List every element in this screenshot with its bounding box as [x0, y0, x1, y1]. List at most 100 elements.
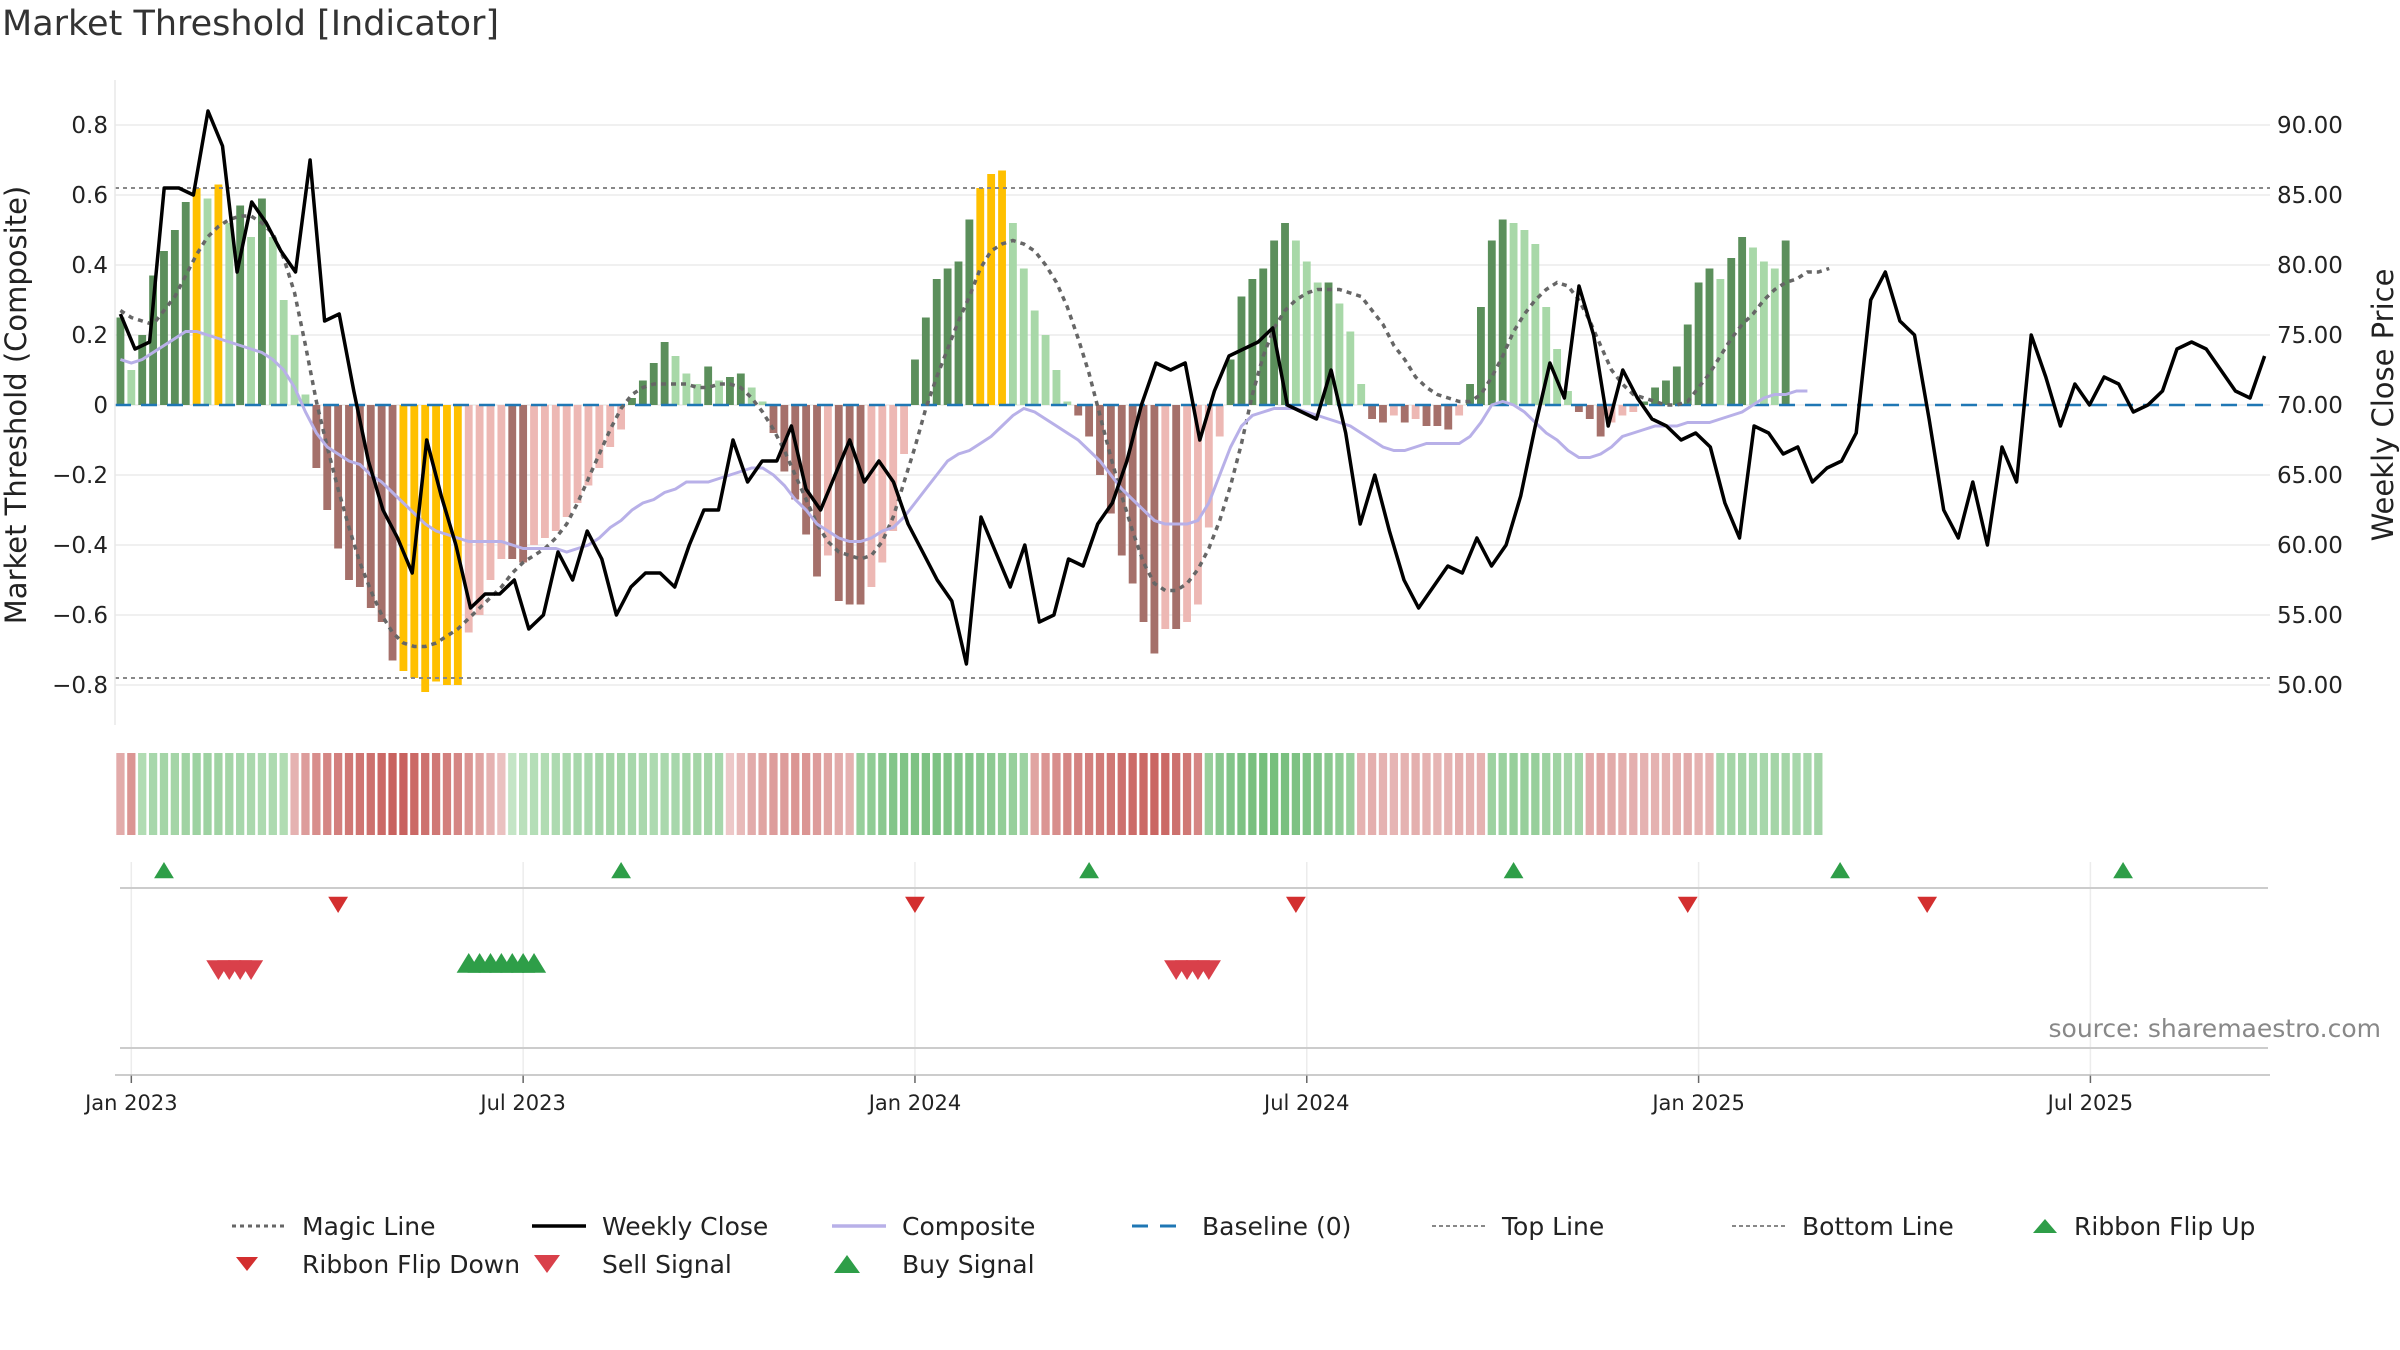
ribbon-cell: [170, 753, 179, 835]
y-tick-right: 75.00: [2277, 323, 2343, 349]
ribbon-cell: [159, 753, 169, 835]
ribbon-cell: [1640, 753, 1649, 835]
ribbon-cell: [997, 753, 1007, 835]
composite-bar: [1161, 405, 1170, 629]
ribbon-cell: [1509, 753, 1518, 835]
composite-bar: [1389, 405, 1398, 416]
composite-bar: [1400, 405, 1409, 423]
x-tick-label: Jan 2025: [1650, 1091, 1745, 1115]
ribbon-cell: [736, 753, 745, 835]
composite-bar: [1585, 405, 1594, 419]
composite-bar: [540, 405, 549, 538]
y-tick-right: 50.00: [2277, 673, 2343, 699]
ribbon-cell: [649, 753, 658, 835]
composite-bar: [1629, 405, 1638, 412]
ribbon-flip-up-marker: [1079, 862, 1100, 879]
legend-label: Baseline (0): [1202, 1211, 1352, 1241]
ribbon-cell: [268, 753, 277, 835]
ribbon-cell: [1542, 753, 1551, 835]
y-tick-right: 85.00: [2277, 183, 2343, 209]
dotted-line-icon: [1732, 1225, 1786, 1227]
ribbon-cell: [1204, 753, 1213, 835]
composite-bar: [726, 377, 734, 405]
ribbon-cell: [246, 753, 256, 835]
y-tick-left: −0.8: [52, 673, 108, 699]
composite-bar: [258, 198, 266, 405]
composite-bar: [290, 335, 299, 405]
weekly-close-line: [118, 109, 2267, 666]
triangle-down-icon: [236, 1257, 258, 1271]
ribbon-cell: [932, 753, 941, 835]
ribbon-cell: [1128, 753, 1137, 835]
ribbon-cell: [236, 753, 245, 835]
y-tick-left: 0.8: [71, 113, 108, 139]
y-tick-left: 0.2: [71, 323, 108, 349]
ribbon-cell: [1498, 753, 1507, 835]
composite-bar: [1781, 240, 1790, 405]
y-axis-right-label: Weekly Close Price: [2366, 269, 2400, 542]
ribbon-cell: [1237, 753, 1246, 835]
composite-bar: [1662, 380, 1670, 405]
composite-bar: [1477, 307, 1485, 405]
composite-bar: [911, 359, 919, 405]
ribbon-cell: [845, 753, 854, 835]
composite-bar: [1302, 261, 1311, 405]
ribbon-cell: [573, 753, 582, 835]
ribbon-cell: [529, 753, 539, 835]
composite-bar: [1063, 401, 1072, 405]
ribbon-cell: [1716, 753, 1725, 835]
ribbon-cell: [1465, 753, 1475, 835]
ribbon-cell: [834, 753, 843, 835]
composite-bar: [1770, 268, 1779, 405]
composite-bar: [769, 405, 778, 433]
ribbon-cell: [323, 753, 332, 835]
y-tick-left: 0: [93, 393, 108, 419]
ribbon-flip-down-marker: [1917, 896, 1938, 913]
ribbon-cell: [464, 753, 473, 835]
ribbon-cell: [1280, 753, 1290, 835]
ribbon-cell: [725, 753, 735, 835]
composite-bar: [1183, 405, 1191, 622]
axes: 0.8 0.6 0.4 0.2 0 −0.2 −0.4 −0.6 −0.8 90.00 85.00 8…: [52, 80, 2343, 1115]
ribbon-cell: [769, 753, 778, 835]
composite-bar: [1030, 310, 1039, 405]
ribbon-cell: [1748, 753, 1758, 835]
y-tick-left: 0.6: [71, 183, 108, 209]
chart-title: Market Threshold [Indicator]: [2, 4, 500, 44]
dotted-line-icon: [1432, 1225, 1486, 1227]
x-tick-label: Jan 2024: [867, 1091, 962, 1115]
ribbon-cell: [192, 753, 201, 835]
composite-bar: [160, 251, 168, 405]
legend-item-buy-signal: Buy Signal: [830, 1250, 1130, 1279]
ribbon-cell: [1694, 753, 1703, 835]
ribbon-cell: [421, 753, 430, 835]
ribbon-cell: [562, 753, 571, 835]
ribbon-cell: [301, 753, 310, 835]
dashed-line-icon: [1132, 1224, 1186, 1228]
legend-item-bottom-line: Bottom Line: [1730, 1212, 2030, 1241]
ribbon-cell: [1618, 753, 1627, 835]
signal-markers: [154, 862, 2133, 980]
ribbon-cell: [1781, 753, 1790, 835]
ribbon-cell: [1302, 753, 1311, 835]
composite-bar: [1172, 405, 1181, 629]
composite-bar: [682, 373, 691, 405]
composite-bar: [355, 405, 364, 587]
triangle-up-icon: [2033, 1219, 2057, 1233]
composite-bar: [486, 405, 495, 580]
composite-bar: [1335, 303, 1344, 405]
ribbon-cell: [899, 753, 909, 835]
ribbon-cell: [638, 753, 648, 835]
composite-bar: [530, 405, 538, 545]
composite-bar: [1324, 282, 1333, 405]
composite-bar: [573, 405, 582, 503]
ribbon-cell: [1269, 753, 1279, 835]
x-tick-label: Jan 2023: [83, 1091, 178, 1115]
composite-bar: [1270, 240, 1279, 405]
legend-item-ribbon-flip-down: Ribbon Flip Down: [230, 1250, 530, 1279]
legend-label: Ribbon Flip Up: [2074, 1211, 2256, 1241]
composite-bar: [475, 405, 484, 615]
composite-bar: [780, 405, 789, 472]
ribbon-cell: [1259, 753, 1268, 835]
composite-bar: [1531, 244, 1540, 405]
